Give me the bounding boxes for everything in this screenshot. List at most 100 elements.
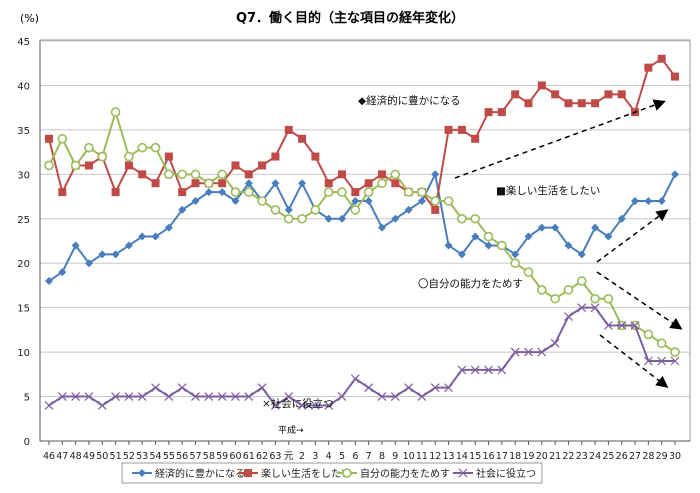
x-marker	[524, 347, 533, 357]
x-tick-label: 5	[339, 451, 345, 462]
circle-marker	[576, 276, 587, 286]
diamond-marker	[564, 241, 573, 250]
x-marker	[657, 356, 667, 366]
x-tick-label: 52	[123, 451, 135, 462]
square-marker	[351, 188, 360, 197]
x-tick-label: 49	[83, 451, 95, 462]
x-tick-label: 4	[326, 451, 332, 462]
square-marker	[138, 170, 147, 179]
x-tick-label: 57	[189, 451, 201, 462]
x-tick-label: 30	[669, 451, 681, 462]
legend-label: 自分の能力をためす	[360, 467, 450, 480]
diamond-marker	[537, 223, 546, 232]
circle-marker	[257, 196, 267, 206]
x-marker	[84, 392, 94, 401]
x-tick-label: 15	[469, 451, 481, 462]
x-tick-label: 60	[229, 451, 241, 462]
chart-title: Q7．働く目的（主な項目の経年変化）	[236, 10, 464, 26]
circle-marker	[297, 213, 307, 224]
diamond-marker	[98, 250, 107, 259]
square-marker	[444, 125, 453, 134]
series-line	[48, 306, 675, 407]
x-tick-label: 62	[256, 451, 268, 462]
legend-item: 社会に役立つ	[453, 467, 536, 480]
circle-marker	[390, 169, 401, 180]
x-tick-label: 8	[379, 451, 385, 462]
x-tick-label: 7	[366, 451, 372, 462]
legend-box	[121, 462, 543, 484]
circle-marker	[190, 169, 201, 180]
square-marker	[657, 54, 666, 63]
circle-marker	[243, 187, 254, 197]
x-marker	[643, 356, 653, 366]
x-marker	[510, 347, 520, 357]
diamond-marker	[124, 241, 133, 250]
y-tick-label: 35	[17, 126, 30, 137]
legend-item: 自分の能力をためす	[337, 467, 450, 480]
square-marker	[338, 170, 347, 179]
x-marker	[217, 392, 227, 401]
x-marker	[231, 392, 240, 401]
circle-marker	[470, 213, 481, 224]
diamond-marker	[444, 241, 453, 250]
circle-marker	[70, 160, 81, 171]
legend: 経済的に豊かになる 楽しい生活をしたい 自分の能力をためす 社会に役立つ	[121, 462, 543, 484]
square-marker	[511, 90, 520, 99]
x-tick-label: 53	[136, 451, 148, 462]
circle-marker	[337, 187, 347, 197]
diamond-marker	[417, 197, 426, 205]
circle-marker	[150, 142, 161, 153]
diamond-marker	[244, 179, 253, 188]
square-marker	[45, 134, 53, 143]
x-tick-label: 28	[642, 451, 654, 462]
trend-arrow	[454, 99, 666, 179]
x-marker	[164, 392, 174, 401]
square-marker	[364, 179, 373, 188]
square-marker	[591, 99, 600, 108]
x-marker	[310, 401, 320, 410]
circle-marker	[97, 151, 108, 162]
diamond-marker	[58, 268, 67, 277]
diamond-marker	[111, 250, 120, 259]
square-marker	[271, 152, 280, 161]
x-marker	[590, 303, 600, 313]
circle-marker	[350, 205, 361, 215]
diamond-marker	[524, 232, 533, 241]
square-marker	[244, 170, 253, 179]
square-marker	[151, 179, 160, 188]
x-tick-label: 19	[522, 451, 534, 462]
x-tick-label: 3	[312, 451, 318, 462]
diamond-marker	[191, 197, 200, 205]
x-tick-label: 18	[509, 451, 521, 462]
diamond-marker	[404, 205, 413, 214]
y-tick-label: 20	[17, 259, 30, 270]
circle-marker	[443, 196, 454, 206]
x-tick-label: 23	[576, 451, 588, 462]
diamond-marker	[204, 188, 213, 197]
square-marker	[84, 161, 93, 170]
y-tick-label: 25	[17, 215, 30, 226]
circle-marker	[550, 293, 560, 304]
diamond-marker	[657, 197, 666, 205]
x-marker	[111, 392, 121, 401]
y-axis-unit: (%)	[20, 12, 39, 25]
x-marker	[377, 392, 387, 401]
diamond-marker	[271, 179, 280, 188]
square-marker	[551, 90, 560, 99]
x-marker	[404, 383, 414, 393]
x-marker	[617, 321, 627, 330]
diamond-marker	[551, 223, 560, 232]
diamond-marker	[631, 197, 640, 205]
trend-arrow	[596, 271, 683, 330]
diamond-marker	[338, 214, 347, 223]
circle-marker	[110, 107, 121, 117]
circle-marker	[603, 293, 614, 304]
x-marker	[364, 383, 374, 393]
diamond-marker	[457, 250, 466, 259]
circle-marker	[483, 231, 494, 242]
y-tick-label: 0	[24, 437, 30, 448]
circle-marker	[377, 178, 387, 189]
x-tick-label: 2	[299, 451, 305, 462]
square-marker	[431, 205, 440, 214]
